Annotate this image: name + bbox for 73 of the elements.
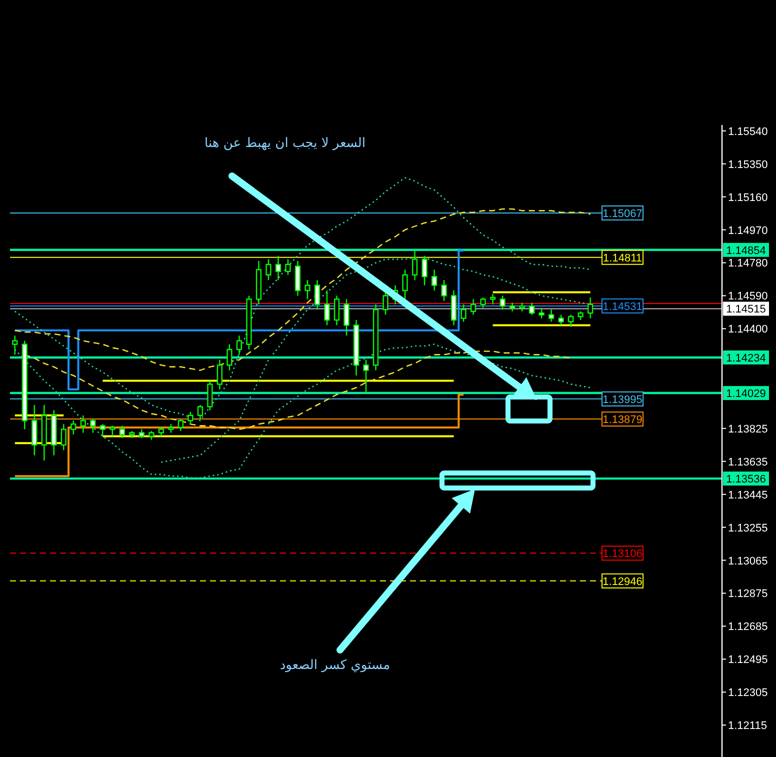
candlestick xyxy=(412,250,418,281)
candlestick xyxy=(110,425,116,437)
candlestick xyxy=(304,279,310,300)
line-series xyxy=(14,177,591,422)
annotation: السعر لا يجب ان يهبط عن هنا xyxy=(204,136,366,151)
y-tick-label: 1.13825 xyxy=(728,423,768,436)
candlestick xyxy=(548,308,554,322)
candlestick xyxy=(207,380,213,411)
candlestick xyxy=(226,344,232,371)
y-tick-label: 1.13065 xyxy=(728,555,768,568)
line-series xyxy=(14,344,591,479)
candlestick xyxy=(460,304,466,322)
candlestick xyxy=(363,359,369,394)
candlestick xyxy=(100,423,106,437)
candlestick xyxy=(266,258,272,281)
ref-line-label: 1.13536 xyxy=(726,474,766,486)
y-tick-label: 1.12875 xyxy=(728,588,768,600)
candlestick xyxy=(216,359,222,390)
ref-line-label: 1.12946 xyxy=(602,576,642,588)
candlestick xyxy=(441,279,447,302)
candlestick xyxy=(12,335,18,356)
candlestick xyxy=(188,411,194,425)
y-tick-label: 1.12115 xyxy=(728,720,767,732)
y-tick-label: 1.13635 xyxy=(728,456,768,468)
ref-line-label: 1.13106 xyxy=(602,548,642,560)
candlestick xyxy=(285,258,291,276)
y-tick-label: 1.15540 xyxy=(728,126,768,138)
candlestick xyxy=(402,269,408,300)
y-tick-label: 1.13255 xyxy=(728,522,768,534)
candlestick xyxy=(490,293,496,305)
ref-line-label: 1.14234 xyxy=(726,352,766,364)
candlestick xyxy=(480,296,486,308)
y-tick-label: 1.15350 xyxy=(728,158,768,171)
candlestick xyxy=(470,298,476,316)
candlestick xyxy=(500,295,506,310)
candlestick xyxy=(568,314,574,328)
candlestick xyxy=(178,418,184,432)
candlestick xyxy=(236,335,242,356)
candlestick xyxy=(558,314,564,326)
candlestick xyxy=(314,279,320,310)
candlestick xyxy=(334,295,340,326)
y-tick-label: 1.12495 xyxy=(728,654,768,666)
candlestick xyxy=(529,302,535,316)
candlestick xyxy=(588,296,594,319)
y-tick-label: 1.14970 xyxy=(728,224,768,237)
y-tick-label: 1.13445 xyxy=(728,489,768,502)
candlestick xyxy=(431,269,438,292)
candlestick xyxy=(70,420,76,436)
ref-line-label: 1.13879 xyxy=(602,414,642,426)
y-tick-label: 1.14590 xyxy=(728,290,768,303)
candlestick xyxy=(90,418,96,434)
ref-line-label: 1.14811 xyxy=(603,252,642,264)
y-tick-label: 1.14400 xyxy=(728,324,768,336)
ref-line-label: 1.14515 xyxy=(726,304,766,316)
candlestick xyxy=(197,404,203,420)
candlestick xyxy=(119,425,125,439)
ref-line-label: 1.14029 xyxy=(726,388,766,400)
y-tick-label: 1.12685 xyxy=(728,621,768,634)
y-tick-label: 1.14780 xyxy=(728,258,768,270)
candlestick xyxy=(538,307,544,319)
candlestick xyxy=(344,298,350,336)
ref-line-label: 1.14531 xyxy=(602,300,642,313)
candlestick xyxy=(324,290,330,326)
candlestick xyxy=(80,414,86,434)
y-tick-label: 1.12305 xyxy=(728,687,768,700)
ref-line-label: 1.14854 xyxy=(726,244,766,257)
candlestick xyxy=(275,255,282,281)
y-tick-label: 1.15160 xyxy=(728,192,768,204)
annotation: مستوي كسر الصعود xyxy=(280,658,390,673)
candlestick xyxy=(60,423,66,451)
ref-line-label: 1.13995 xyxy=(602,394,642,406)
candlestick xyxy=(422,255,428,286)
ref-line-label: 1.15067 xyxy=(602,208,642,220)
